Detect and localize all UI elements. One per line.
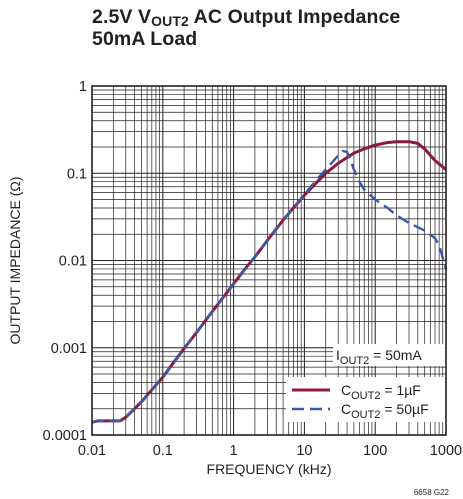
y-tick-label: 0.1	[67, 166, 87, 182]
series-lines	[91, 140, 448, 424]
x-tick-label: 1	[230, 443, 238, 459]
plot-frame	[91, 85, 447, 436]
x-axis-label: FREQUENCY (kHz)	[207, 461, 332, 477]
chart-title-line2: 50mA Load	[92, 28, 198, 50]
grid	[92, 86, 446, 435]
annotation-background	[333, 344, 445, 366]
y-tick-label: 0.01	[59, 254, 87, 270]
legend-background	[286, 377, 445, 422]
x-tick-label: 100	[363, 443, 387, 459]
legend-label-series2: COUT2 = 50µF	[341, 401, 429, 421]
x-tick-label: 0.1	[153, 443, 173, 459]
legend-label-series1: COUT2 = 1µF	[341, 382, 421, 402]
tick-labels: 0.01 0.1 1 10 100 1000 0.0001 0.001 0.01 0.1 1	[43, 79, 462, 459]
series-line-2	[91, 149, 448, 424]
y-axis-label: OUTPUT IMPEDANCE (Ω)	[7, 176, 23, 344]
y-tick-label: 1	[79, 79, 87, 95]
y-tick-label: 0.001	[51, 341, 87, 357]
chart-title-line1: 2.5V VOUT2 AC Output Impedance	[92, 6, 401, 29]
x-tick-label: 1000	[430, 443, 462, 459]
chart-title: 2.5V VOUT2 AC Output Impedance 50mA Load	[92, 6, 400, 50]
x-tick-label: 0.01	[78, 443, 106, 459]
y-tick-label: 0.0001	[43, 428, 87, 444]
legend: COUT2 = 1µF COUT2 = 50µF	[286, 377, 445, 422]
x-tick-label: 10	[296, 443, 312, 459]
annotation-iout: IOUT2 = 50mA	[336, 347, 422, 367]
figure-id: 6658 G22	[414, 488, 450, 497]
